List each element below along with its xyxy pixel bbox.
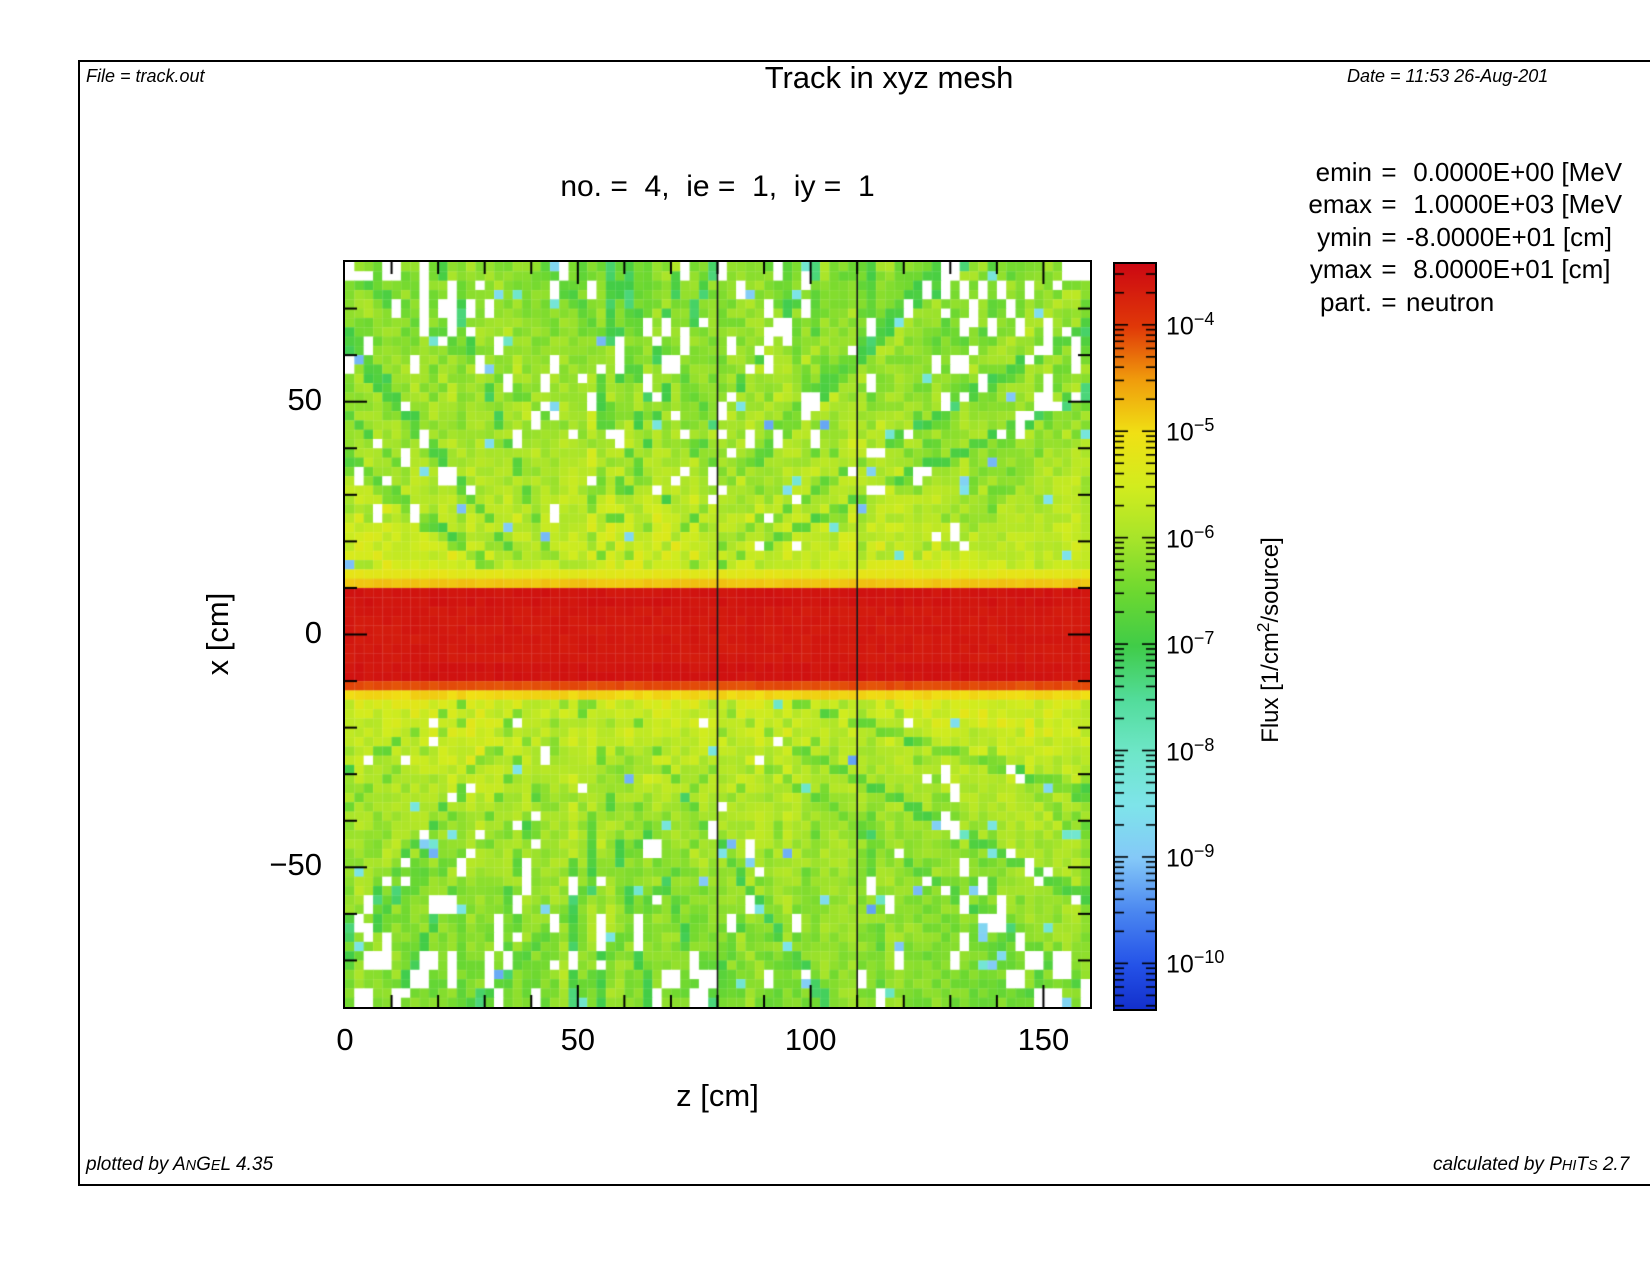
outer-frame-border bbox=[78, 60, 1650, 1186]
heatmap-canvas bbox=[345, 262, 1090, 1007]
y-tick-label: 50 bbox=[287, 381, 322, 417]
param-label: ymax bbox=[1309, 254, 1372, 285]
param-row-ymin: ymin = -8.0000E+01 [cm] bbox=[1240, 221, 1622, 253]
param-label: part. bbox=[1319, 286, 1372, 317]
param-value: 8.0000E+01 [cm] bbox=[1406, 254, 1611, 285]
equals-sign: = bbox=[1381, 189, 1397, 220]
equals-sign: = bbox=[1381, 157, 1397, 187]
equals-sign: = bbox=[1381, 286, 1397, 317]
param-value: 0.0000E+00 [MeV bbox=[1406, 157, 1623, 187]
param-row-ymax: ymax = 8.0000E+01 [cm] bbox=[1240, 253, 1622, 285]
colorbar-tick-label: 10−8 bbox=[1166, 734, 1215, 766]
x-tick-label: 0 bbox=[336, 1022, 354, 1057]
phits-logo-text: PHITS bbox=[1549, 1154, 1598, 1175]
footer-prefix: plotted by bbox=[86, 1154, 173, 1175]
param-value: neutron bbox=[1406, 286, 1495, 317]
param-row-emin: emin = 0.0000E+00 [MeV bbox=[1240, 156, 1622, 188]
colorbar-ticks-canvas bbox=[1115, 262, 1155, 1007]
param-value: -8.0000E+01 [cm] bbox=[1406, 221, 1612, 252]
footer-version: 4.35 bbox=[230, 1154, 274, 1175]
y-tick-label: −50 bbox=[269, 847, 322, 883]
x-axis-title: z [cm] bbox=[676, 1078, 759, 1113]
parameter-block: emin = 0.0000E+00 [MeV emax = 1.0000E+03 [… bbox=[1240, 156, 1622, 318]
param-label: emin bbox=[1315, 157, 1372, 187]
page-title: Track in xyz mesh bbox=[764, 60, 1014, 95]
colorbar-tick-label: 10−6 bbox=[1166, 521, 1215, 553]
angel-logo-text: ANGEL bbox=[172, 1154, 231, 1175]
y-tick-label: 0 bbox=[304, 614, 322, 650]
param-label: ymin bbox=[1317, 221, 1372, 252]
date-label: Date = 11:53 26-Aug-201 bbox=[1347, 66, 1549, 86]
param-label: emax bbox=[1308, 189, 1372, 220]
x-tick-label: 50 bbox=[560, 1022, 596, 1057]
colorbar-title: Flux [1/cm2/source] bbox=[1253, 537, 1284, 743]
colorbar-tick-label: 10−5 bbox=[1166, 415, 1215, 447]
param-value: 1.0000E+03 [MeV bbox=[1406, 189, 1623, 220]
y-axis-title: x [cm] bbox=[200, 592, 235, 676]
plotted-by-label: plotted by ANGEL 4.35 bbox=[86, 1154, 273, 1176]
param-row-part: part. = neutron bbox=[1240, 286, 1622, 318]
calculated-by-label: calculated by PHITS 2.7 bbox=[1433, 1154, 1629, 1176]
file-label: File = track.out bbox=[86, 66, 205, 86]
colorbar-tick-label: 10−10 bbox=[1166, 947, 1225, 979]
equals-sign: = bbox=[1381, 254, 1397, 285]
footer-prefix: calculated by bbox=[1433, 1154, 1550, 1175]
plot-frame bbox=[343, 260, 1092, 1009]
param-row-emax: emax = 1.0000E+03 [MeV bbox=[1240, 188, 1622, 220]
colorbar-tick-label: 10−7 bbox=[1166, 628, 1215, 660]
x-tick-label: 100 bbox=[784, 1022, 837, 1057]
plot-subtitle: no. = 4, ie = 1, iy = 1 bbox=[560, 170, 875, 203]
colorbar-tick-label: 10−9 bbox=[1166, 840, 1215, 873]
colorbar-tick-label: 10−4 bbox=[1166, 308, 1215, 341]
footer-version: 2.7 bbox=[1597, 1154, 1630, 1175]
equals-sign: = bbox=[1381, 221, 1397, 252]
x-tick-label: 150 bbox=[1017, 1022, 1070, 1057]
